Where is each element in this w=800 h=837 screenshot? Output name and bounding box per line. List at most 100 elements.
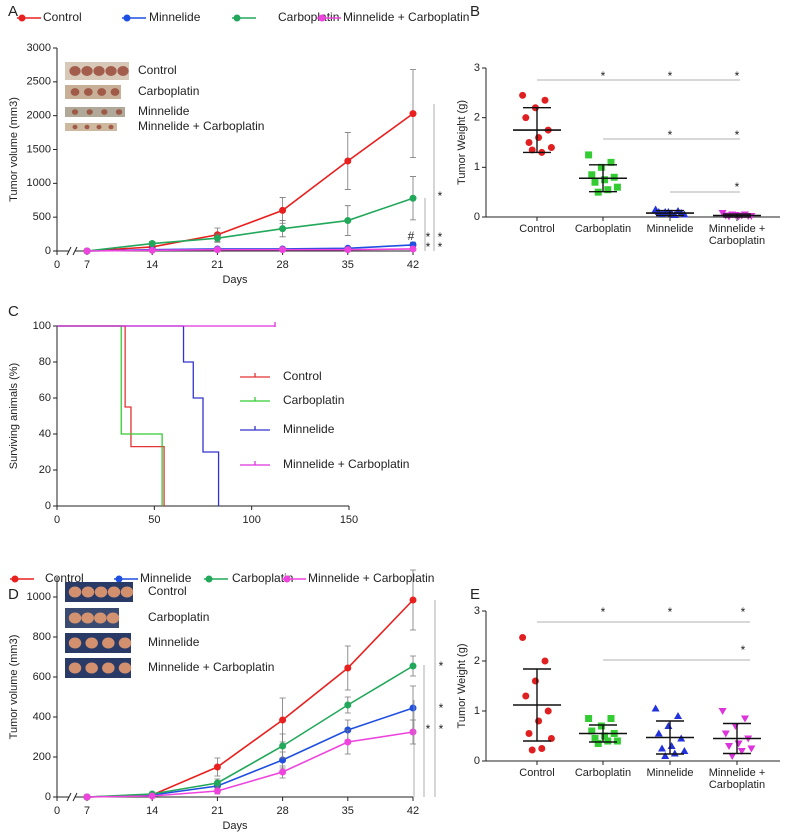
data-point <box>737 748 746 755</box>
legend-marker <box>205 575 213 583</box>
annotation: * <box>741 643 746 657</box>
tumor <box>102 637 115 649</box>
data-point <box>535 717 543 725</box>
data-point <box>213 787 221 795</box>
data-point <box>613 183 621 191</box>
annotation: * <box>668 69 673 83</box>
data-point <box>670 749 679 757</box>
y-tick-label: 400 <box>33 711 51 723</box>
data-point <box>409 110 417 118</box>
data-point <box>519 634 527 641</box>
annotation: * <box>668 605 673 619</box>
data-point <box>654 729 663 737</box>
panel-label: A <box>8 3 18 20</box>
panel-label: C <box>8 303 19 320</box>
tumor <box>86 109 93 115</box>
x-tick-label-box: Carboplatin <box>575 767 631 779</box>
tumor <box>85 662 98 674</box>
legend-marker <box>283 575 291 583</box>
tumor <box>118 662 132 674</box>
x-tick-label: 100 <box>242 514 260 526</box>
annotation: * <box>735 128 740 142</box>
tumor <box>94 586 108 598</box>
x-tick-label-box: Control <box>519 767 555 779</box>
annotation: * <box>601 69 606 83</box>
data-point <box>279 246 287 254</box>
data-point <box>670 211 679 219</box>
legend-label: Minnelide <box>283 422 335 436</box>
data-point <box>597 163 605 171</box>
data-point <box>601 732 609 740</box>
x-tick-label: Control <box>519 767 555 779</box>
tumor <box>97 88 107 96</box>
annotation: * <box>426 240 431 254</box>
legend-marker <box>123 14 131 22</box>
data-point <box>409 704 417 712</box>
x-tick-label: 42 <box>407 805 419 817</box>
data-point <box>344 217 352 225</box>
data-point <box>613 737 621 745</box>
data-point <box>544 707 552 715</box>
x-tick-label: 21 <box>211 805 223 817</box>
data-point <box>601 176 609 184</box>
data-point <box>279 206 287 214</box>
y-tick-label: 2 <box>474 655 480 667</box>
series-line <box>86 248 414 252</box>
tumor <box>68 637 82 649</box>
data-point <box>547 735 555 742</box>
x-tick-label-box: Minnelide + Carboplatin <box>709 223 766 247</box>
data-point <box>585 715 593 722</box>
y-tick-label: 3000 <box>27 42 51 54</box>
data-point <box>525 139 533 146</box>
annotation: * <box>439 659 444 673</box>
data-point <box>344 157 352 165</box>
tumor <box>118 637 132 649</box>
data-point <box>528 146 536 154</box>
data-point <box>535 134 543 142</box>
tumor <box>106 612 120 624</box>
data-point <box>148 792 156 800</box>
data-point <box>604 737 612 745</box>
survival-curve <box>57 325 220 506</box>
y-tick-label: 0 <box>474 211 480 223</box>
x-tick-label: 14 <box>146 259 158 271</box>
y-tick-label: 20 <box>39 464 51 476</box>
x-tick-label-box: Control <box>519 223 554 235</box>
tumor <box>120 586 134 598</box>
x-axis-label: Days <box>222 274 248 286</box>
data-point <box>541 96 549 104</box>
y-tick-label: 800 <box>33 631 51 643</box>
tumor <box>101 109 108 115</box>
data-point <box>721 730 730 738</box>
legend-label: Carboplatin <box>278 10 339 24</box>
tumor <box>96 124 102 130</box>
y-axis-label: Tumor Weight (g) <box>456 644 468 729</box>
data-point <box>213 234 221 242</box>
data-point <box>725 743 733 750</box>
y-tick-label: 500 <box>33 211 51 223</box>
photo-label: Minnelide <box>138 104 190 118</box>
data-point <box>213 246 221 254</box>
tumor <box>83 88 93 96</box>
annotation: * <box>426 722 431 736</box>
y-tick-label: 3 <box>474 62 480 74</box>
tumor <box>68 586 82 598</box>
tumor <box>68 612 82 624</box>
data-point <box>591 178 599 186</box>
tumor-photo <box>65 123 117 131</box>
tumor <box>68 662 82 674</box>
data-point <box>604 186 612 194</box>
legend-label: Carboplatin <box>232 571 293 585</box>
y-tick-label: 100 <box>33 320 51 332</box>
x-tick-label: 42 <box>407 259 419 271</box>
legend-marker <box>233 14 241 22</box>
tumor <box>81 66 93 76</box>
x-tick-label: 35 <box>342 805 354 817</box>
data-point <box>741 715 749 723</box>
tumor <box>117 66 129 76</box>
data-point <box>83 793 91 801</box>
x-tick-label-box: Minnelide <box>646 223 693 235</box>
data-point <box>522 114 530 122</box>
x-tick-label-box: Minnelide + Carboplatin <box>709 767 766 791</box>
